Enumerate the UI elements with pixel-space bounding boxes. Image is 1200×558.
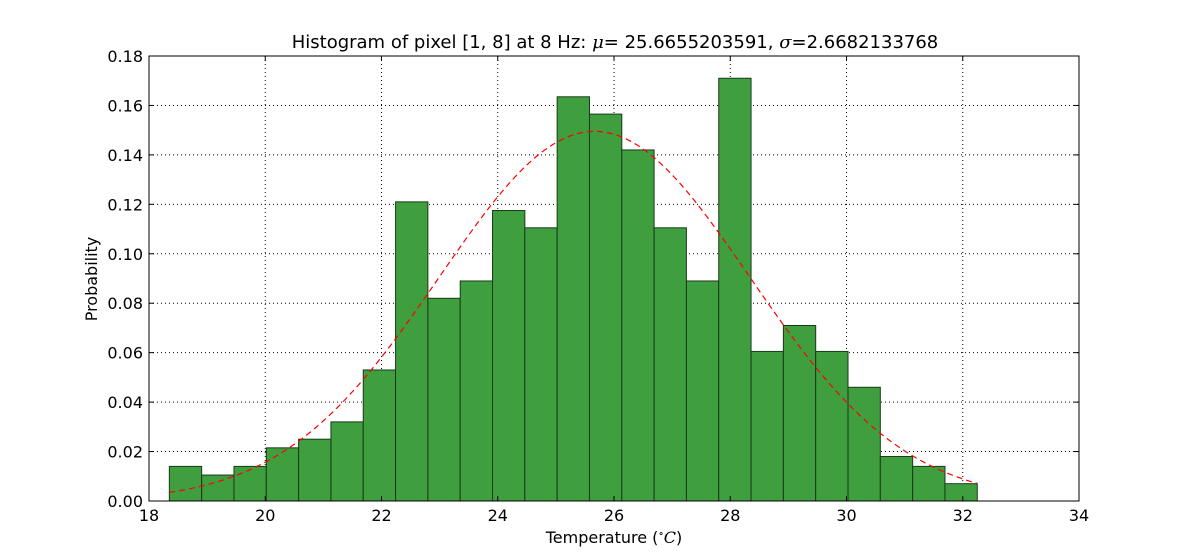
histogram-bar [653, 227, 687, 502]
histogram-bar [718, 77, 752, 502]
y-tick-label: 0.02 [107, 443, 143, 462]
x-tick-label: 18 [139, 506, 159, 525]
x-tick-label: 28 [720, 506, 740, 525]
y-tick-label: 0.10 [107, 245, 143, 264]
histogram-bar [265, 447, 300, 502]
histogram-bar [847, 386, 881, 502]
histogram-bar [621, 149, 655, 502]
x-tick-label: 22 [371, 506, 391, 525]
y-tick-label: 0.12 [107, 195, 143, 214]
histogram-bar [330, 421, 364, 502]
histogram-bar [685, 280, 720, 502]
y-tick-label: 0.06 [107, 344, 143, 363]
title-mu-text: = 25.6655203591, [604, 32, 779, 53]
x-tick-label: 24 [488, 506, 508, 525]
histogram-bar [944, 483, 978, 502]
histogram-bar [459, 280, 494, 502]
x-label-degree: ∘ [658, 527, 663, 540]
histogram-bar [524, 227, 558, 502]
y-tick-label: 0.18 [107, 47, 143, 66]
histogram-bar [298, 438, 332, 502]
chart-title: Histogram of pixel [1, 8] at 8 Hz: μ= 25… [292, 32, 939, 53]
x-label-close: ) [676, 528, 682, 547]
histogram-bar [201, 474, 235, 502]
histogram-bar [168, 465, 203, 502]
histogram-bar [879, 456, 914, 502]
y-tick-label: 0.08 [107, 294, 143, 313]
histogram-bar [233, 465, 267, 502]
histogram-bar [556, 96, 590, 502]
y-tick-label: 0.14 [107, 146, 143, 165]
histogram-bar [427, 297, 461, 502]
title-prefix: Histogram of pixel [1, 8] at 8 Hz: [292, 32, 592, 53]
x-tick-label: 26 [604, 506, 624, 525]
y-tick-label: 0.04 [107, 393, 143, 412]
histogram-bar [362, 369, 397, 502]
sigma-symbol: σ [779, 32, 792, 53]
x-label-unit: C [664, 528, 676, 547]
x-label-text: Temperature ( [545, 528, 659, 547]
histogram-bar [815, 350, 849, 502]
histogram-bar [782, 324, 817, 502]
x-tick-label: 20 [255, 506, 275, 525]
histogram-bar [750, 350, 784, 502]
y-tick-label: 0.16 [107, 96, 143, 115]
histogram-bar [588, 113, 623, 502]
histogram-bars [168, 77, 978, 502]
axis-ticks: 18 20 22 24 26 28 30 32 34 0.00 0.02 0.04 0.06 0.08 0.… [107, 47, 1089, 525]
y-tick-label: 0.00 [107, 492, 143, 511]
gaussian-fit-curve [169, 130, 978, 493]
histogram-bar [492, 210, 526, 502]
x-tick-label: 30 [836, 506, 856, 525]
x-tick-label: 34 [1069, 506, 1089, 525]
histogram-bar [912, 465, 946, 502]
histogram-bar [395, 201, 429, 502]
x-tick-label: 32 [953, 506, 973, 525]
mu-symbol: μ [592, 32, 604, 53]
y-axis-label: Probability [82, 237, 101, 322]
x-axis-label: Temperature (∘C) [545, 527, 683, 547]
title-sigma-text: =2.6682133768 [791, 32, 938, 53]
